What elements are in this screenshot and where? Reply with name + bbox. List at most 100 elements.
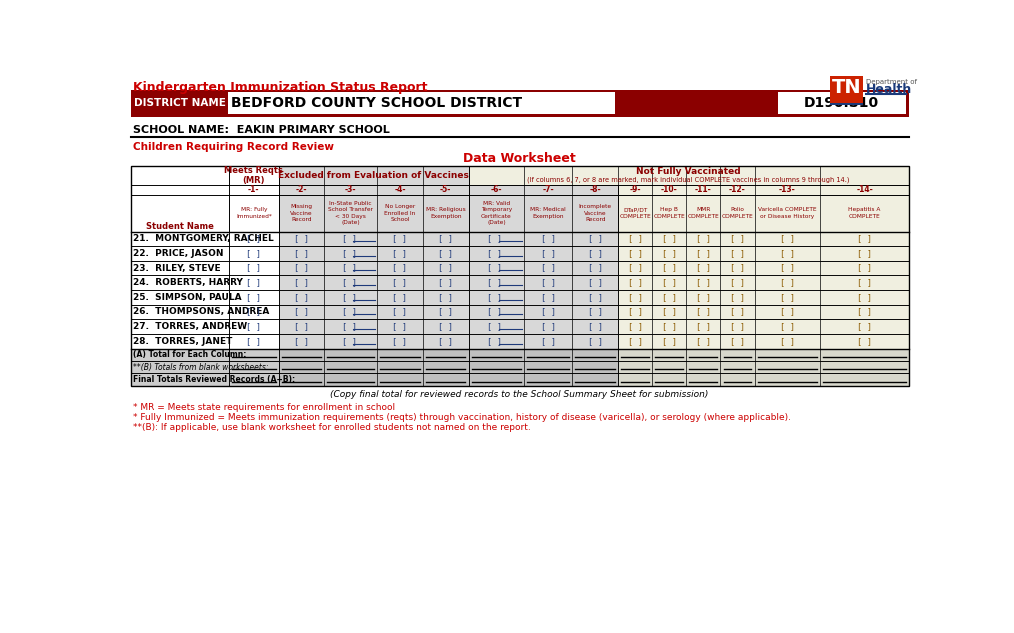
Bar [619, 290, 909, 304]
Bar [131, 261, 229, 275]
Text: [ ]: [ ] [342, 308, 357, 316]
Text: 24.  ROBERTS, HARRY: 24. ROBERTS, HARRY [133, 279, 242, 287]
Bar [131, 166, 909, 385]
Bar [279, 166, 468, 185]
Text: [ ]: [ ] [628, 263, 643, 273]
Text: [ ]: [ ] [662, 263, 676, 273]
Text: [ ]: [ ] [662, 308, 676, 316]
Text: MR: Medical
Exemption: MR: Medical Exemption [530, 208, 566, 218]
Bar [229, 185, 279, 194]
Text: [ ]: [ ] [857, 337, 872, 346]
Text: Excluded from Evaluation of Vaccines: Excluded from Evaluation of Vaccines [278, 171, 469, 180]
Text: [ ]: [ ] [342, 263, 357, 273]
Bar [619, 334, 909, 349]
Text: [ ]: [ ] [696, 337, 711, 346]
Text: Kindergarten Immunization Status Report: Kindergarten Immunization Status Report [133, 81, 428, 94]
Text: [ ]: [ ] [662, 249, 676, 258]
Bar [229, 349, 279, 361]
Text: **(B): If applicable, use blank worksheet for enrolled students not named on the: **(B): If applicable, use blank workshee… [133, 423, 530, 432]
Bar [131, 90, 909, 116]
Text: [ ]: [ ] [628, 337, 643, 346]
Text: [ ]: [ ] [246, 279, 262, 287]
Bar [229, 290, 279, 304]
Text: 23.  RILEY, STEVE: 23. RILEY, STEVE [133, 263, 221, 273]
Text: [ ]: [ ] [488, 293, 502, 302]
Text: No Longer
Enrolled In
School: No Longer Enrolled In School [384, 204, 416, 222]
Text: [ ]: [ ] [392, 249, 408, 258]
Bar [279, 334, 468, 349]
Bar [229, 304, 279, 319]
Text: [ ]: [ ] [730, 293, 745, 302]
Text: -5-: -5- [440, 185, 451, 194]
Text: [ ]: [ ] [588, 263, 602, 273]
Text: [ ]: [ ] [294, 337, 309, 346]
Bar [619, 275, 909, 290]
Text: [ ]: [ ] [588, 293, 602, 302]
Text: Health: Health [866, 84, 913, 96]
Bar [131, 304, 229, 319]
Text: [ ]: [ ] [342, 337, 357, 346]
Text: -3-: -3- [345, 185, 357, 194]
Text: -1-: -1- [248, 185, 260, 194]
Text: Not Fully Vaccinated: Not Fully Vaccinated [637, 167, 741, 176]
Text: [ ]: [ ] [662, 322, 676, 331]
Text: 25.  SIMPSON, PAULA: 25. SIMPSON, PAULA [133, 293, 241, 302]
Text: [ ]: [ ] [780, 249, 795, 258]
Text: 28.  TORRES, JANET: 28. TORRES, JANET [133, 337, 232, 346]
Text: Student Name: Student Name [146, 222, 214, 232]
Bar [279, 261, 468, 275]
Text: [ ]: [ ] [392, 293, 408, 302]
Bar [468, 319, 619, 334]
Text: D190.S10: D190.S10 [804, 96, 879, 110]
Text: [ ]: [ ] [246, 249, 262, 258]
Text: [ ]: [ ] [730, 234, 745, 243]
Text: [ ]: [ ] [628, 322, 643, 331]
Bar [619, 373, 909, 385]
Bar [619, 185, 909, 194]
Text: Department of: Department of [866, 79, 917, 85]
Text: [ ]: [ ] [780, 308, 795, 316]
Bar [619, 319, 909, 334]
Text: [ ]: [ ] [696, 234, 711, 243]
Text: -4-: -4- [394, 185, 406, 194]
Text: [ ]: [ ] [628, 249, 643, 258]
Bar [619, 194, 909, 232]
Text: (If columns 6, 7, or 8 are marked, mark individual COMPLETE vaccines in columns : (If columns 6, 7, or 8 are marked, mark … [527, 177, 850, 183]
Text: [ ]: [ ] [294, 249, 309, 258]
Bar [279, 194, 468, 232]
Text: MR: Valid
Temporary
Certificate
(Date): MR: Valid Temporary Certificate (Date) [481, 201, 512, 225]
Bar [279, 290, 468, 304]
Bar [468, 275, 619, 290]
Bar [468, 290, 619, 304]
Text: [ ]: [ ] [696, 293, 711, 302]
Text: [ ]: [ ] [628, 279, 643, 287]
Text: **(B) Totals from blank worksheets:: **(B) Totals from blank worksheets: [133, 363, 269, 372]
Text: [ ]: [ ] [392, 279, 408, 287]
Text: [ ]: [ ] [438, 279, 453, 287]
Bar [131, 275, 229, 290]
Text: [ ]: [ ] [392, 234, 408, 243]
Bar [279, 373, 468, 385]
Text: [ ]: [ ] [540, 308, 556, 316]
Bar [229, 166, 279, 185]
Text: -12-: -12- [729, 185, 746, 194]
Text: [ ]: [ ] [780, 279, 795, 287]
Text: In-State Public
School Transfer
< 30 Days
(Date): In-State Public School Transfer < 30 Day… [329, 201, 373, 225]
Text: [ ]: [ ] [294, 279, 309, 287]
Text: [ ]: [ ] [588, 337, 602, 346]
Bar [229, 361, 279, 373]
Text: Final Totals Reviewed Records (A+B):: Final Totals Reviewed Records (A+B): [133, 375, 295, 384]
Text: [ ]: [ ] [857, 322, 872, 331]
Text: DISTRICT NAME: DISTRICT NAME [135, 98, 226, 108]
Bar [131, 373, 229, 385]
Text: [ ]: [ ] [857, 263, 872, 273]
Text: [ ]: [ ] [488, 337, 502, 346]
Bar [229, 261, 279, 275]
Bar [131, 194, 229, 232]
Text: [ ]: [ ] [662, 293, 676, 302]
Text: -13-: -13- [779, 185, 796, 194]
Text: [ ]: [ ] [588, 308, 602, 316]
Text: Hep B
COMPLETE: Hep B COMPLETE [653, 208, 685, 218]
Text: [ ]: [ ] [857, 249, 872, 258]
Text: 21.  MONTGOMERY, RACHEL: 21. MONTGOMERY, RACHEL [133, 234, 274, 243]
